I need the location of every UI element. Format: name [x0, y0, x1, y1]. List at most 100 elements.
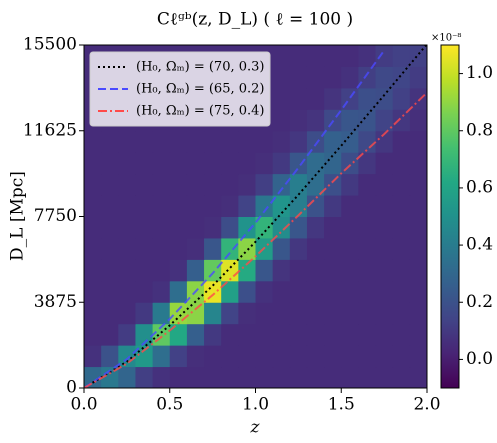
heatmap-cell [221, 216, 239, 239]
heatmap-cell [341, 259, 359, 282]
heatmap-cell [221, 280, 239, 303]
heatmap-cell [289, 345, 308, 368]
heatmap-cell [101, 366, 119, 388]
colorbar-tick-label: 0.4 [466, 235, 493, 255]
heatmap-cell [135, 130, 154, 153]
heatmap-cell [392, 259, 411, 282]
heatmap-cell [392, 45, 411, 67]
heatmap-cell [306, 152, 325, 175]
heatmap-cell [392, 345, 411, 368]
heatmap-cell [118, 216, 136, 239]
heatmap-cell [306, 280, 325, 303]
colorbar-tick-label: 0.2 [466, 292, 493, 312]
heatmap-cell [392, 109, 411, 132]
heatmap-cell [375, 302, 394, 325]
heatmap-cell [118, 173, 136, 196]
heatmap-cell [186, 173, 205, 196]
colorbar-exponent: ×10⁻⁸ [431, 33, 461, 44]
heatmap-cell [409, 195, 427, 217]
heatmap-cell [375, 66, 394, 89]
heatmap-cell [118, 302, 136, 325]
heatmap-cell [221, 130, 239, 153]
heatmap-cell [186, 216, 205, 239]
heatmap-cell [358, 152, 377, 175]
heatmap-cell [101, 302, 119, 325]
heatmap-cell [204, 259, 222, 282]
x-tick-label: 2.0 [413, 395, 440, 415]
heatmap-cell [152, 152, 171, 175]
heatmap-cell [204, 195, 222, 217]
heatmap-cell [392, 366, 411, 388]
heatmap-cell [118, 152, 136, 175]
heatmap-cell [289, 323, 308, 346]
heatmap-cell [392, 237, 411, 260]
heatmap-cell [101, 173, 119, 196]
heatmap-cell [289, 87, 308, 110]
heatmap-cell [289, 216, 308, 239]
heatmap-cell [169, 280, 188, 303]
heatmap-cell [272, 173, 291, 196]
heatmap-cell [101, 345, 119, 368]
heatmap-cell [135, 195, 154, 217]
heatmap-cell [204, 173, 222, 196]
heatmap-cell [238, 195, 256, 217]
heatmap-cell [306, 366, 325, 388]
heatmap-cell [84, 237, 102, 260]
colorbar-tick-label: 0.6 [466, 177, 493, 197]
heatmap-cell [375, 345, 394, 368]
heatmap-cell [221, 173, 239, 196]
heatmap-cell [289, 109, 308, 132]
heatmap-cell [255, 152, 274, 175]
heatmap-cell [272, 87, 291, 110]
heatmap-cell [341, 45, 359, 67]
heatmap-cell [135, 323, 154, 346]
y-tick-label: 7750 [34, 206, 77, 226]
heatmap-cell [272, 237, 291, 260]
heatmap-cell [341, 216, 359, 239]
heatmap-cell [101, 323, 119, 346]
heatmap-cell [409, 152, 427, 175]
heatmap-cell [272, 45, 291, 67]
heatmap-cell [324, 280, 342, 303]
colorbar-tick-label: 1.0 [466, 63, 493, 83]
heatmap-cell [306, 237, 325, 260]
heatmap-cell [289, 45, 308, 67]
heatmap-cell [238, 323, 256, 346]
heatmap-cell [238, 345, 256, 368]
heatmap-cell [358, 130, 377, 153]
heatmap-cell [392, 152, 411, 175]
heatmap-cell [169, 216, 188, 239]
heatmap-cell [84, 345, 102, 368]
heatmap-cell [324, 87, 342, 110]
heatmap-cell [358, 280, 377, 303]
heatmap-cell [84, 130, 102, 153]
heatmap-cell [341, 195, 359, 217]
heatmap-cell [204, 130, 222, 153]
heatmap-cell [152, 237, 171, 260]
heatmap-cell [101, 216, 119, 239]
heatmap-cell [186, 195, 205, 217]
heatmap-cell [289, 173, 308, 196]
heatmap-cell [324, 366, 342, 388]
heatmap-cell [101, 152, 119, 175]
heatmap-cell [152, 173, 171, 196]
heatmap-cell [341, 173, 359, 196]
heatmap-cell [152, 366, 171, 388]
heatmap-cell [358, 237, 377, 260]
heatmap-cell [221, 345, 239, 368]
heatmap-cell [186, 152, 205, 175]
axes: 0.0 0.5 1.0 1.5 2.0 0 3875 7750 11625 15500 (H₀, Ω… [23, 35, 493, 415]
heatmap-cell [306, 130, 325, 153]
heatmap-cell [84, 195, 102, 217]
heatmap-cell [409, 173, 427, 196]
heatmap-cell [306, 302, 325, 325]
heatmap-cell [186, 237, 205, 260]
heatmap-cell [272, 323, 291, 346]
heatmap-cell [169, 302, 188, 325]
heatmap-cell [186, 366, 205, 388]
heatmap-cell [221, 152, 239, 175]
heatmap-cell [238, 173, 256, 196]
heatmap-cell [324, 152, 342, 175]
heatmap-cell [324, 323, 342, 346]
heatmap-cell [341, 280, 359, 303]
